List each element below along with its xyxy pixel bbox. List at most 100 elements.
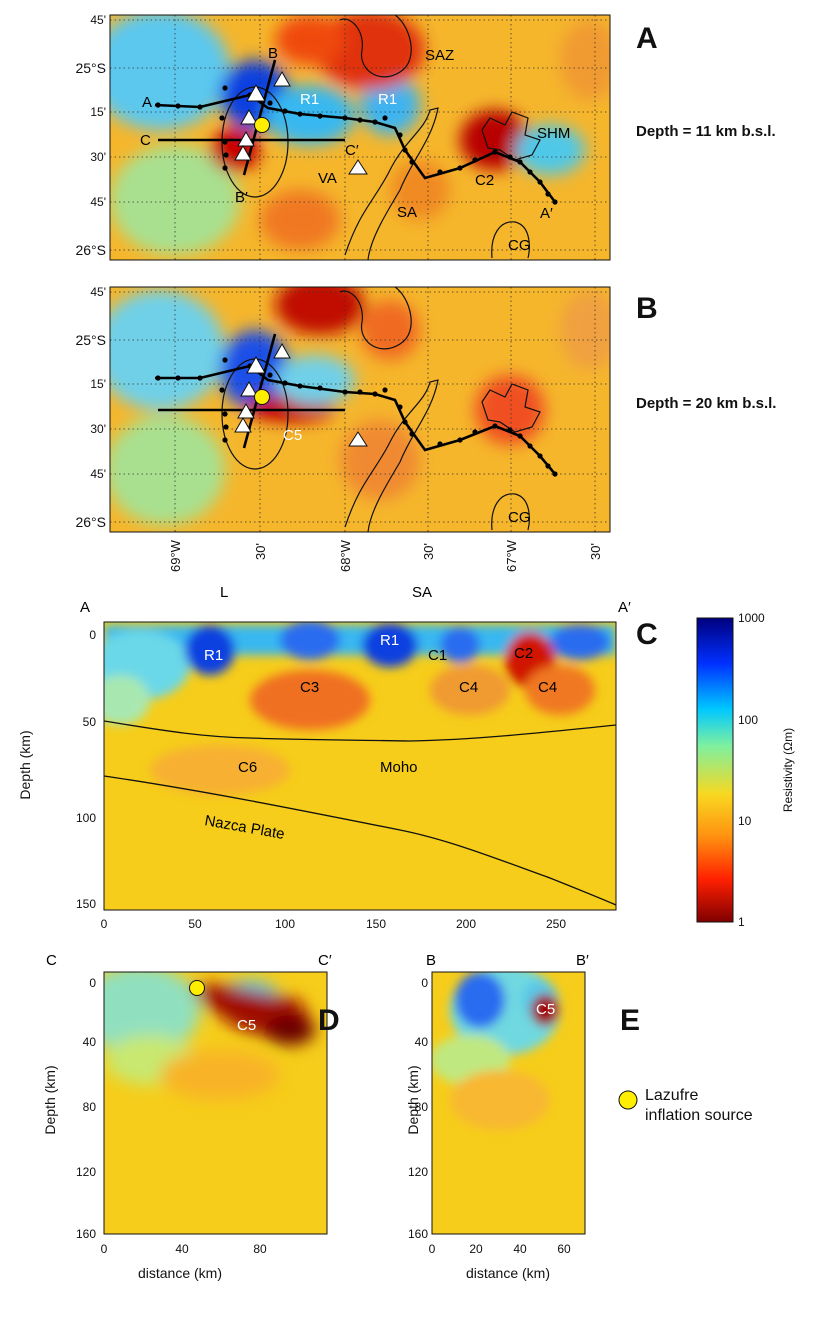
section-d-ytick-3: 120 [76,1165,96,1179]
section-d-ylabel: Depth (km) [42,1065,58,1134]
label-b-prime: B′ [235,189,248,206]
label-r1-east: R1 [378,91,397,108]
depth-note-b: Depth = 20 km b.s.l. [636,395,776,412]
colorbar: 1000 100 10 1 Resistivity (Ωm) [696,611,795,929]
colorbar-tick-100: 100 [738,713,758,727]
lat-tick-b-1: 25°S [75,332,106,348]
panel-letter-a: A [636,22,658,55]
section-e-xtick-3: 60 [557,1242,571,1256]
lat-tick-a-5: 26°S [75,242,106,258]
label-c2: C2 [475,172,494,189]
lon-tick-1: 30' [253,543,268,560]
map-a-frame [109,14,611,261]
section-e-left-end: B [426,952,436,969]
section-e-xlabel: distance (km) [466,1265,550,1281]
section-e-ytick-0: 0 [421,976,428,990]
section-c-ytick-1: 50 [83,715,97,729]
section-panel-d: C C′ C5 Depth (km) 0 40 80 120 160 0 40 … [42,952,340,1281]
label-c-prime: C′ [345,142,359,159]
section-d-c5: C5 [237,1017,256,1034]
lon-tick-4: 67°W [504,539,519,572]
section-d-xtick-1: 40 [175,1242,189,1256]
section-c-r1-west: R1 [204,647,223,664]
section-d-ytick-2: 80 [83,1100,97,1114]
map-a-field [110,15,610,260]
section-d-xlabel: distance (km) [138,1265,222,1281]
section-c-xtick-4: 200 [456,917,476,931]
section-e-xtick-2: 40 [513,1242,527,1256]
label-c: C [140,132,151,149]
lat-tick-b-2: 15' [90,377,106,391]
lat-tick-a-4: 45' [90,195,106,209]
lat-tick-a-2: 15' [90,105,106,119]
section-c-xtick-0: 0 [101,917,108,931]
label-sa: SA [397,204,417,221]
section-c-c2: C2 [514,645,533,662]
section-c-label-l: L [220,584,228,601]
lat-tick-a-0: 45' [90,13,106,27]
section-c-ytick-0: 0 [89,628,96,642]
lat-tick-b-0: 45' [90,285,106,299]
map-b-stations [155,357,558,477]
section-c-c4-east: C4 [538,679,557,696]
map-b-field [110,287,610,532]
section-d-field [104,972,327,1234]
section-c-c6: C6 [238,759,257,776]
legend: Lazufre inflation source [618,1087,753,1124]
section-e-ylabel: Depth (km) [405,1065,421,1134]
section-e-xtick-0: 0 [429,1242,436,1256]
label-c5-map: C5 [283,427,302,444]
section-c-ytick-3: 150 [76,897,96,911]
section-d-ytick-1: 40 [83,1035,97,1049]
section-e-ytick-4: 160 [408,1227,428,1241]
section-c-frame [103,621,617,911]
section-c-xtick-3: 150 [366,917,386,931]
legend-line-1: Lazufre [645,1087,698,1104]
lat-tick-b-4: 45' [90,467,106,481]
lon-tick-3: 30' [421,543,436,560]
lat-tick-a-3: 30' [90,150,106,164]
colorbar-tick-10: 10 [738,814,752,828]
section-c-xtick-5: 250 [546,917,566,931]
section-e-frame [431,971,586,1235]
map-a-volcanoes [234,70,368,175]
section-c-r1-east: R1 [380,632,399,649]
section-c-left-end: A [80,599,90,616]
label-shm: SHM [537,125,570,142]
map-b-outlines [221,287,541,532]
label-b: B [268,45,278,62]
section-panel-c: A A′ L SA R1 R1 C1 C2 C3 C4 C4 C6 Moho N… [17,584,658,931]
map-a-outlines [221,15,541,260]
lat-tick-b-5: 26°S [75,514,106,530]
lat-tick-b-3: 30' [90,422,106,436]
map-b-volcanoes [234,342,368,447]
section-d-ytick-4: 160 [76,1227,96,1241]
map-b-frame [109,286,611,533]
map-panel-a: A A′ B B′ C C′ SAZ R1 R1 SHM VA C2 SA CG… [75,13,776,261]
section-panel-e: B B′ C5 Depth (km) 0 40 80 120 160 0 20 … [405,952,640,1281]
section-c-ytick-2: 100 [76,811,96,825]
label-saz: SAZ [425,47,454,64]
lazufre-source-marker-b [254,389,270,405]
section-c-moho: Moho [380,759,418,776]
lazufre-source-marker-d [189,980,205,996]
section-d-ytick-0: 0 [89,976,96,990]
label-cg-a: CG [508,237,531,254]
section-e-c5: C5 [536,1001,555,1018]
section-e-xtick-1: 20 [469,1242,483,1256]
panel-letter-c: C [636,618,658,651]
section-c-c4-west: C4 [459,679,478,696]
colorbar-ramp [696,617,734,923]
section-c-c1: C1 [428,647,447,664]
section-d-right-end: C′ [318,952,332,969]
section-c-boundaries [104,720,616,906]
section-d-xtick-0: 0 [101,1242,108,1256]
section-d-left-end: C [46,952,57,969]
section-e-ytick-2: 80 [415,1100,429,1114]
label-a-prime: A′ [540,205,553,222]
section-c-xtick-2: 100 [275,917,295,931]
section-c-c3: C3 [300,679,319,696]
panel-letter-d: D [318,1004,340,1037]
section-c-field [104,622,616,910]
